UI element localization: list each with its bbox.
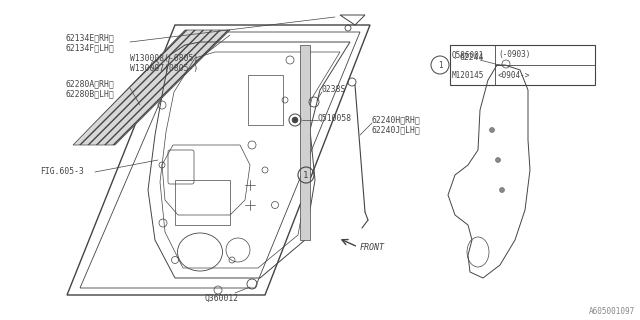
Text: 62134F〈LH〉: 62134F〈LH〉 — [65, 44, 114, 52]
Text: Q510058: Q510058 — [318, 114, 352, 123]
Text: 0238S: 0238S — [322, 85, 346, 94]
Text: FIG.605-3: FIG.605-3 — [40, 167, 84, 177]
Text: A605001097: A605001097 — [589, 308, 635, 316]
Text: 1: 1 — [303, 171, 308, 180]
Text: <0904->: <0904-> — [498, 70, 531, 79]
Circle shape — [490, 127, 495, 132]
Circle shape — [292, 117, 298, 123]
Text: 62240H〈RH〉: 62240H〈RH〉 — [372, 116, 420, 124]
Text: Q586001: Q586001 — [452, 51, 484, 60]
Text: 62280B〈LH〉: 62280B〈LH〉 — [65, 90, 114, 99]
Bar — [175, 180, 230, 225]
Text: 62240J〈LH〉: 62240J〈LH〉 — [372, 125, 420, 134]
Text: Q360012: Q360012 — [205, 293, 239, 302]
Circle shape — [495, 157, 500, 163]
Text: 62244: 62244 — [460, 53, 484, 62]
Text: FRONT: FRONT — [360, 243, 385, 252]
Polygon shape — [73, 30, 230, 145]
Text: M120145: M120145 — [452, 70, 484, 79]
Bar — [450, 45, 595, 85]
Text: (-0903): (-0903) — [498, 51, 531, 60]
Bar — [248, 75, 283, 125]
Text: W130007(0805-): W130007(0805-) — [130, 63, 198, 73]
Text: 62134E〈RH〉: 62134E〈RH〉 — [65, 34, 114, 43]
Text: W130008(-0805): W130008(-0805) — [130, 53, 198, 62]
Text: 1: 1 — [438, 60, 442, 69]
Circle shape — [499, 188, 504, 193]
Polygon shape — [300, 45, 310, 240]
Text: 62280A〈RH〉: 62280A〈RH〉 — [65, 79, 114, 89]
